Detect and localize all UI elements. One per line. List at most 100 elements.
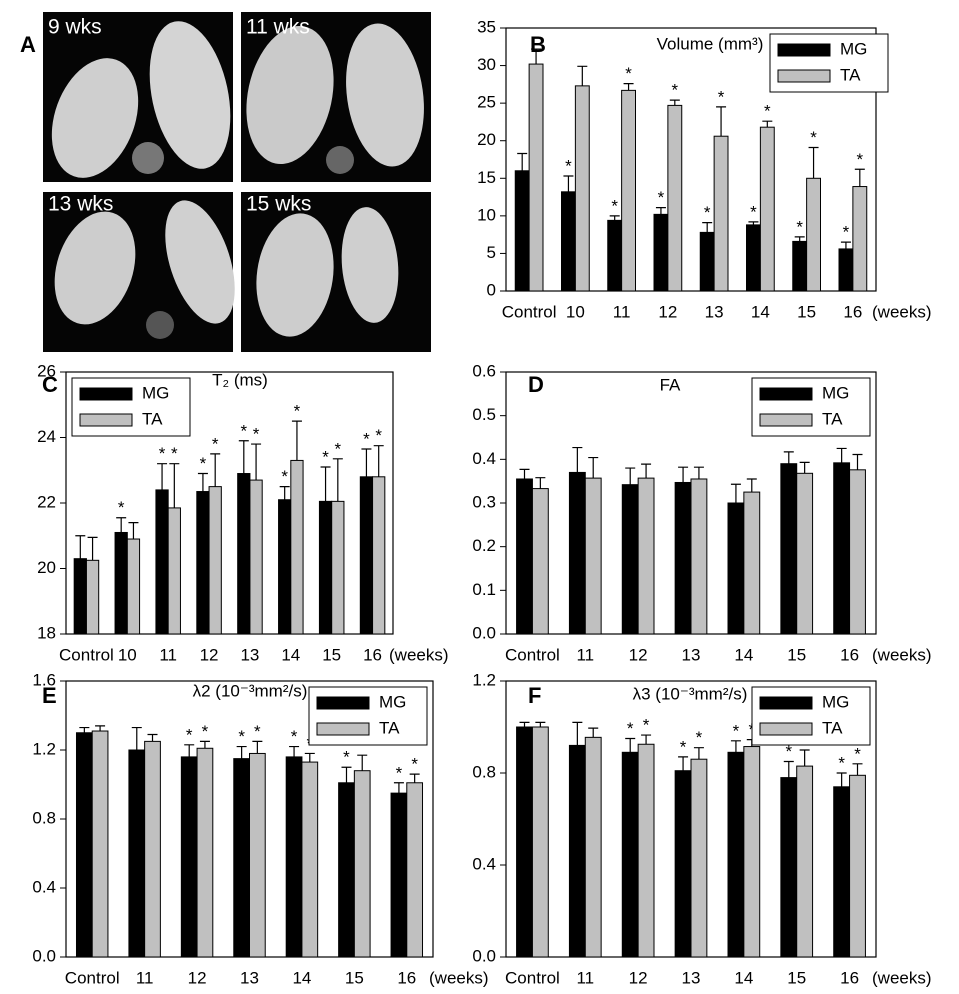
y-tick-label: 10 [477, 205, 496, 224]
error-bar [157, 463, 168, 490]
error-bar [730, 740, 741, 753]
error-bar [693, 466, 704, 479]
bar [318, 500, 333, 635]
bar [727, 502, 745, 635]
bar [699, 231, 715, 292]
y-tick-label: 1.2 [32, 739, 56, 758]
bar [155, 489, 169, 635]
error-bar [184, 744, 195, 757]
muscle [341, 207, 399, 323]
panel-letter: E [42, 683, 57, 708]
significance-marker: * [118, 498, 125, 517]
y-tick-label: 35 [477, 17, 496, 36]
error-bar [87, 536, 98, 561]
bar [390, 792, 408, 958]
y-tick-label: 0.6 [472, 361, 496, 380]
significance-marker: * [627, 719, 634, 738]
x-axis-label: (weeks) [872, 645, 932, 664]
x-tick-label: 14 [734, 645, 753, 664]
error-bar [79, 726, 90, 733]
legend-swatch [316, 722, 370, 736]
significance-marker: * [565, 157, 572, 176]
y-tick-label: 0.8 [32, 808, 56, 827]
significance-marker: * [680, 737, 687, 756]
bar [743, 746, 761, 958]
legend-swatch [759, 696, 813, 710]
error-bar [854, 168, 865, 187]
bar [278, 499, 292, 635]
error-bar [75, 535, 86, 559]
significance-marker: * [396, 763, 403, 782]
x-tick-label: 13 [705, 302, 724, 321]
bar [743, 491, 761, 635]
significance-marker: * [375, 426, 382, 445]
x-axis-label: (weeks) [872, 302, 932, 321]
error-bar [625, 467, 636, 485]
muscle [165, 200, 235, 324]
bar [528, 63, 544, 292]
legend-swatch [777, 69, 831, 83]
bar [653, 213, 669, 292]
error-bar [623, 83, 634, 91]
bar [233, 758, 250, 958]
significance-marker: * [291, 727, 298, 746]
bar [208, 486, 222, 635]
error-bar [783, 451, 794, 464]
x-tick-label: 16 [397, 968, 416, 987]
y-tick-label: 0.5 [472, 405, 496, 424]
significance-marker: * [625, 64, 632, 83]
significance-marker: * [238, 727, 245, 746]
bar [674, 481, 692, 635]
x-tick-label: Control [505, 968, 560, 987]
error-bar [572, 721, 583, 746]
image-label: 13 wks [48, 193, 113, 216]
error-bar [199, 740, 210, 749]
x-tick-label: 10 [118, 645, 137, 664]
significance-marker: * [764, 102, 771, 121]
x-tick-label: 10 [566, 302, 585, 321]
x-tick-label: 11 [613, 302, 631, 321]
error-bar [519, 468, 530, 479]
muscle [346, 23, 424, 167]
bar [780, 463, 798, 635]
error-bar [852, 453, 863, 470]
x-tick-label: 15 [345, 968, 364, 987]
bar [584, 477, 602, 635]
error-bar [238, 440, 249, 474]
x-tick-label: 13 [682, 645, 701, 664]
y-tick-label: 30 [477, 55, 496, 74]
error-bar [577, 65, 588, 86]
panel-letter: D [528, 372, 544, 397]
significance-marker: * [202, 722, 209, 741]
bar [838, 248, 854, 292]
legend-label: TA [379, 718, 400, 737]
bar [301, 761, 319, 958]
significance-marker: * [200, 454, 207, 473]
bar [237, 473, 251, 635]
bar [621, 751, 639, 958]
legend-box [308, 686, 428, 746]
significance-marker: * [733, 721, 740, 740]
bar [249, 479, 263, 635]
error-bar [409, 773, 420, 783]
bar [568, 471, 586, 635]
x-tick-label: 13 [682, 968, 701, 987]
x-tick-label: 15 [322, 645, 341, 664]
x-tick-label: 11 [576, 968, 594, 987]
bar [746, 224, 761, 292]
error-bar [563, 175, 574, 192]
error-bar [678, 466, 689, 483]
bar [833, 786, 851, 958]
error-bar [669, 99, 680, 106]
bone [326, 146, 354, 174]
x-tick-label: 13 [240, 968, 259, 987]
error-bar [251, 443, 262, 481]
legend-swatch [316, 696, 370, 710]
bar [690, 758, 708, 958]
bar [126, 538, 141, 635]
significance-marker: * [854, 744, 861, 763]
y-tick-label: 0.4 [472, 449, 496, 468]
error-bar [799, 749, 810, 767]
error-bar [588, 456, 599, 479]
bar [338, 782, 355, 958]
